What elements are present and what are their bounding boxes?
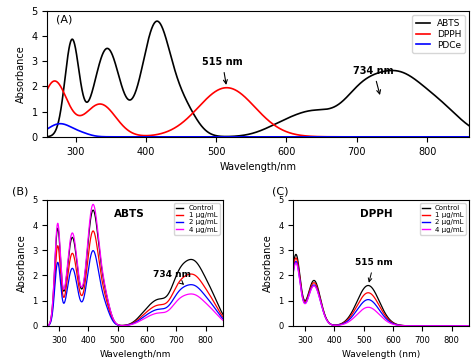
Legend: ABTS, DPPH, PDCe: ABTS, DPPH, PDCe: [412, 15, 465, 53]
Text: ABTS: ABTS: [114, 209, 145, 219]
Text: (B): (B): [12, 186, 28, 196]
X-axis label: Wavelength/nm: Wavelength/nm: [220, 162, 297, 172]
Text: 734 nm: 734 nm: [153, 270, 191, 284]
Text: (A): (A): [56, 14, 72, 25]
Text: (C): (C): [273, 186, 289, 196]
Y-axis label: Absorbance: Absorbance: [17, 234, 27, 292]
Y-axis label: Absorbance: Absorbance: [263, 234, 273, 292]
X-axis label: Wavelength/nm: Wavelength/nm: [100, 350, 171, 359]
Text: 515 nm: 515 nm: [202, 57, 243, 84]
Text: 734 nm: 734 nm: [353, 66, 394, 94]
Text: DPPH: DPPH: [360, 209, 393, 219]
X-axis label: Wavelength (nm): Wavelength (nm): [342, 350, 420, 359]
Text: 515 nm: 515 nm: [355, 258, 393, 282]
Legend: Control, 1 μg/mL, 2 μg/mL, 4 μg/mL: Control, 1 μg/mL, 2 μg/mL, 4 μg/mL: [173, 203, 220, 235]
Legend: Control, 1 μg/mL, 2 μg/mL, 4 μg/mL: Control, 1 μg/mL, 2 μg/mL, 4 μg/mL: [420, 203, 466, 235]
Y-axis label: Absorbance: Absorbance: [16, 45, 26, 103]
